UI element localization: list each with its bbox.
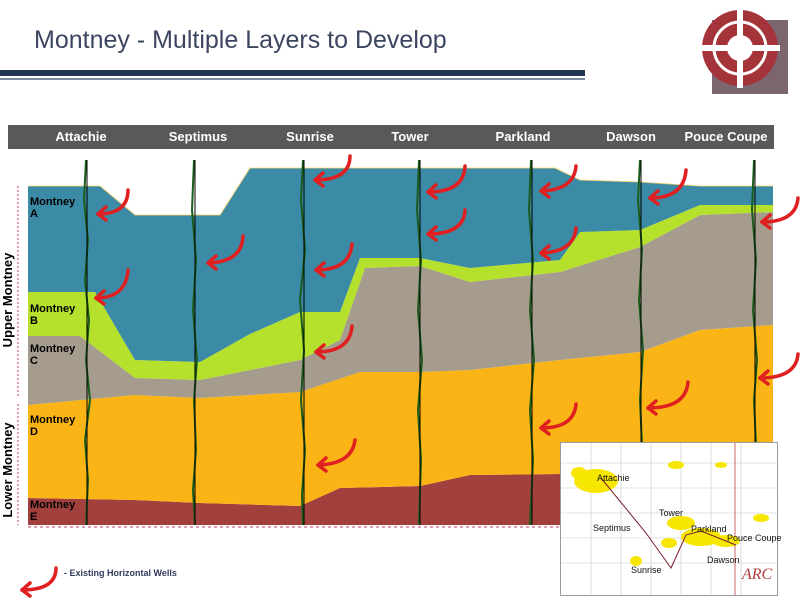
- zone-e-layer: [28, 474, 560, 525]
- well-header-bar: [8, 125, 774, 149]
- zone-label-e: Montney E: [30, 499, 76, 523]
- map-label-septimus: Septimus: [593, 523, 631, 533]
- horizontal-well-arrows: [94, 154, 800, 473]
- well-label-dawson: Dawson: [606, 129, 656, 144]
- well-label-septimus: Septimus: [168, 129, 228, 144]
- well-log-attachie: [82, 159, 92, 526]
- zone-label-a: Montney A: [30, 196, 76, 220]
- well-log-pouce-coupe: [750, 159, 759, 446]
- zone-label-d: Montney D: [30, 414, 76, 438]
- zone-a-layer: [28, 168, 773, 362]
- well-label-pouce-coupe: Pouce Coupe: [684, 129, 768, 144]
- zone-c-layer: [28, 212, 773, 405]
- legend-label: - Existing Horizontal Wells: [64, 568, 177, 578]
- map-label-dawson: Dawson: [707, 555, 740, 565]
- well-log-septimus: [190, 159, 199, 526]
- map-label-parkland: Parkland: [691, 524, 727, 534]
- map-label-tower: Tower: [659, 508, 684, 518]
- map-label-pouce-coupe: Pouce Coupe: [727, 533, 782, 543]
- well-label-attachie: Attachie: [55, 129, 107, 144]
- well-log-tower: [415, 159, 424, 526]
- zone-label-b: Montney B: [30, 303, 76, 327]
- lower-montney-label: Lower Montney: [0, 422, 15, 518]
- map-label-sunrise: Sunrise: [631, 565, 662, 575]
- upper-montney-label: Upper Montney: [0, 252, 15, 348]
- page-title: Montney - Multiple Layers to Develop: [34, 26, 447, 54]
- well-log-sunrise: [298, 159, 307, 526]
- map-label-attachie: Attachie: [597, 473, 630, 483]
- location-map: Attachie Tower Septimus Parkland Pouce C…: [560, 442, 782, 596]
- legend-arrow-icon: [20, 566, 58, 598]
- well-label-parkland: Parkland: [495, 129, 551, 144]
- arc-brand-logo: ARC: [742, 566, 773, 583]
- company-logo: [700, 8, 788, 94]
- zone-d-layer: [28, 325, 773, 506]
- map-graphic: [561, 443, 777, 595]
- well-label-sunrise: Sunrise: [286, 129, 334, 144]
- title-rule-thin: [0, 78, 585, 80]
- zone-label-c: Montney C: [30, 343, 76, 367]
- title-rule: [0, 70, 585, 76]
- well-log-dawson: [636, 159, 645, 446]
- well-label-tower: Tower: [391, 129, 429, 144]
- zone-b-layer: [28, 205, 773, 380]
- well-log-parkland: [527, 159, 536, 526]
